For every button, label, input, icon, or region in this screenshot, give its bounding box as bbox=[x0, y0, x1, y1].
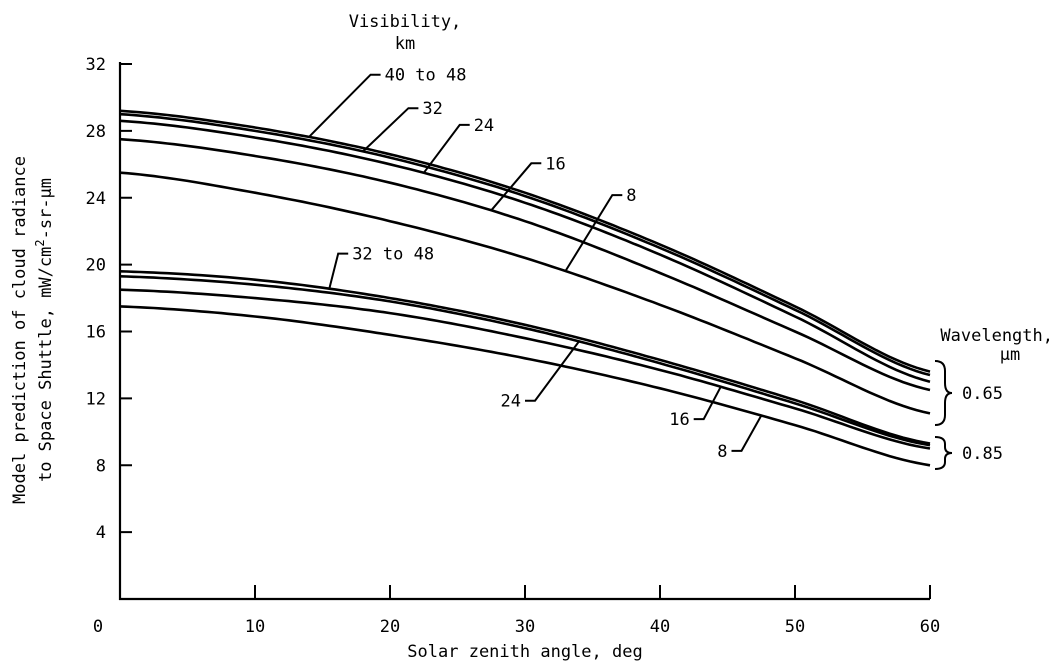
y-tick-label: 20 bbox=[86, 256, 106, 276]
callout-label: 16 bbox=[545, 154, 565, 174]
y-axis-title-superscript: 2 bbox=[33, 239, 47, 246]
series-line-085-7 bbox=[119, 288, 931, 450]
y-tick-label: 32 bbox=[86, 55, 106, 75]
wavelength-title: Wavelength, bbox=[940, 326, 1053, 346]
callout-leader bbox=[308, 73, 381, 138]
x-tick-label: 20 bbox=[380, 617, 400, 637]
x-tick-label: 30 bbox=[515, 617, 535, 637]
y-tick-label: 8 bbox=[96, 456, 106, 476]
series-lines bbox=[119, 109, 931, 467]
series-line-065-3 bbox=[119, 137, 931, 392]
y-tick-label: 28 bbox=[86, 122, 106, 142]
series-line-085-5 bbox=[119, 270, 931, 445]
y-axis-title: Model prediction of cloud radiance to Sp… bbox=[10, 156, 56, 504]
visibility-legend-title: Visibility, bbox=[349, 12, 462, 32]
y-tick-label: 4 bbox=[96, 523, 106, 543]
x-tick-label: 10 bbox=[245, 617, 265, 637]
visibility-callouts: 40 to 48 32 24 16 8 32 to 48 24 16 8 bbox=[308, 66, 763, 462]
series-line-065-1 bbox=[119, 112, 931, 377]
callout-leader bbox=[731, 415, 763, 452]
wavelength-unit: µm bbox=[1000, 345, 1020, 365]
y-axis-title-line1: Model prediction of cloud radiance bbox=[10, 156, 30, 504]
callout-label: 8 bbox=[626, 186, 636, 206]
ticks: 0 10 20 30 40 50 60 4 8 12 16 20 24 28 32 bbox=[86, 55, 941, 637]
x-tick-label: 40 bbox=[650, 617, 670, 637]
brace-065 bbox=[934, 360, 953, 426]
y-tick-label: 24 bbox=[86, 189, 106, 209]
callout-leader bbox=[328, 252, 349, 289]
callout-leader bbox=[693, 386, 722, 421]
series-line-085-6 bbox=[119, 275, 931, 447]
axes bbox=[118, 62, 930, 601]
y-tick-label: 12 bbox=[86, 389, 106, 409]
visibility-legend-unit: km bbox=[395, 34, 415, 54]
series-line-065-0 bbox=[119, 109, 931, 373]
y-axis-title-line2-prefix: to Space Shuttle, mW/cm bbox=[36, 247, 56, 482]
callout-label: 8 bbox=[717, 442, 727, 462]
callout-leader bbox=[564, 194, 623, 272]
callout-label: 32 to 48 bbox=[352, 245, 434, 265]
y-axis-title-line2: to Space Shuttle, mW/cm2-sr-µm bbox=[33, 178, 56, 482]
callout-leader bbox=[362, 107, 419, 153]
callout-leader bbox=[490, 162, 542, 211]
callout-leader bbox=[525, 340, 580, 402]
callout-leader bbox=[422, 123, 470, 174]
callout-label: 32 bbox=[422, 99, 442, 119]
series-line-085-8 bbox=[119, 305, 931, 467]
wavelength-065-label: 0.65 bbox=[962, 384, 1003, 404]
y-tick-label: 16 bbox=[86, 323, 106, 343]
series-line-065-4 bbox=[119, 171, 931, 415]
y-axis-title-line2-suffix: -sr-µm bbox=[36, 178, 56, 239]
x-tick-label: 60 bbox=[920, 617, 940, 637]
x-axis-title: Solar zenith angle, deg bbox=[407, 642, 642, 662]
brace-085 bbox=[934, 436, 953, 470]
callout-label: 40 to 48 bbox=[385, 66, 467, 86]
wavelength-085-label: 0.85 bbox=[962, 444, 1003, 464]
callout-label: 24 bbox=[500, 392, 520, 412]
callout-label: 24 bbox=[474, 116, 494, 136]
x-tick-label: 50 bbox=[785, 617, 805, 637]
series-line-065-2 bbox=[119, 119, 931, 383]
x-tick-label: 0 bbox=[93, 617, 103, 637]
callout-label: 16 bbox=[669, 410, 689, 430]
